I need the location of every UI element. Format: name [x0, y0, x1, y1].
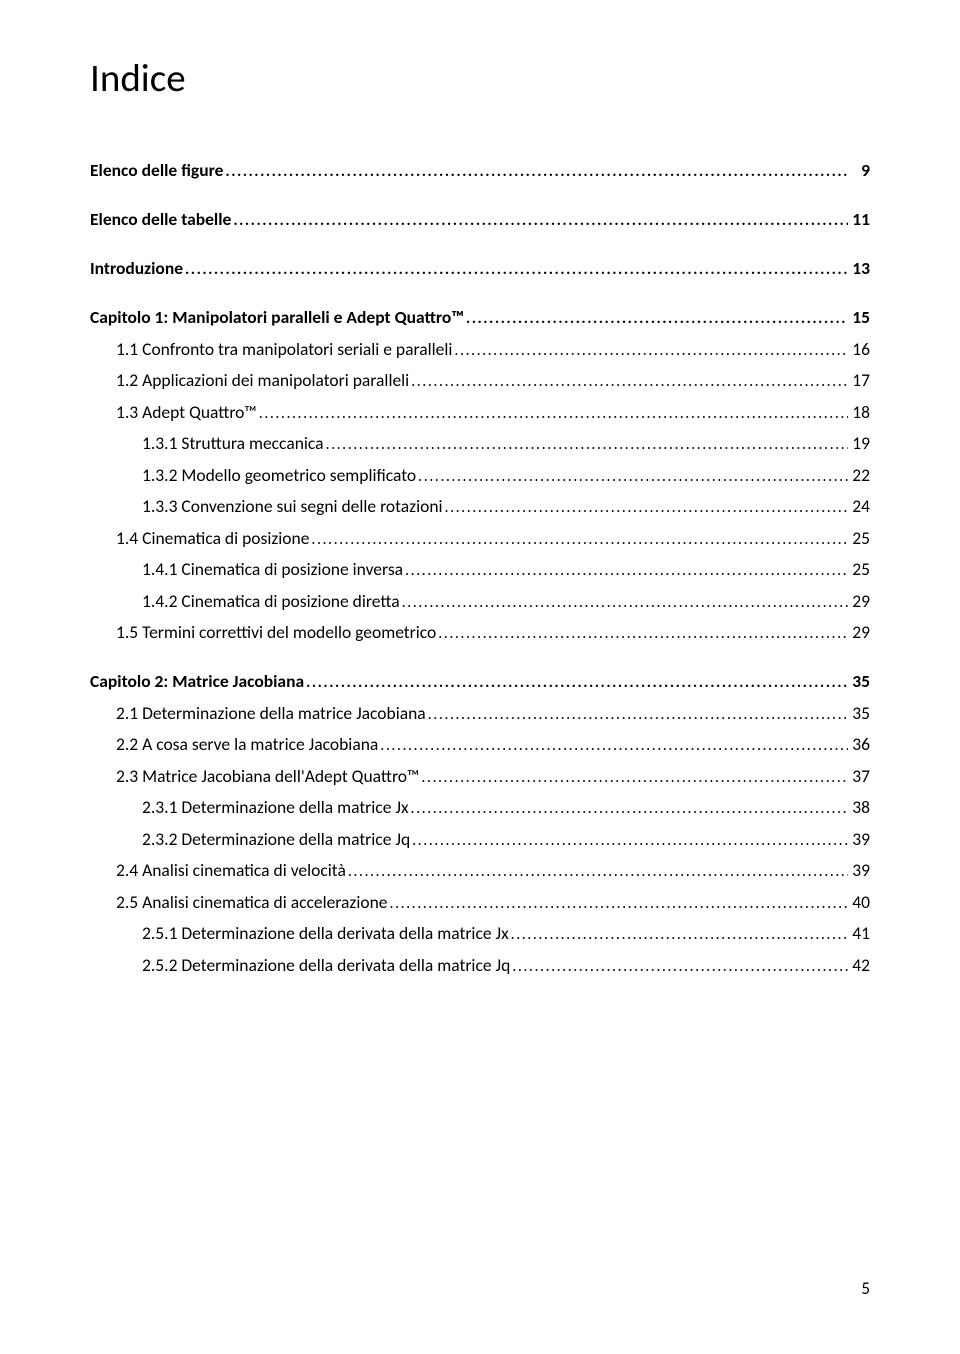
toc-entry-page: 19: [848, 430, 870, 456]
toc-dots: ........................................…: [257, 402, 848, 426]
toc-entry-page: 35: [848, 668, 870, 694]
toc-entry-page: 24: [848, 493, 870, 519]
toc-dots: ........................................…: [426, 703, 848, 727]
toc-entry-page: 39: [848, 857, 870, 883]
toc-entry-page: 42: [848, 952, 870, 978]
toc-entry: 2.1 Determinazione della matrice Jacobia…: [90, 700, 870, 727]
toc-entry-label: 1.4.1 Cinematica di posizione inversa: [142, 556, 403, 582]
toc-entry-page: 15: [848, 304, 870, 330]
toc-entry: 2.3.2 Determinazione della matrice Jq...…: [90, 826, 870, 853]
toc-dots: ........................................…: [304, 671, 848, 695]
toc-entry-label: 1.3.3 Convenzione sui segni delle rotazi…: [142, 493, 443, 519]
toc-entry-page: 18: [848, 399, 870, 425]
toc-dots: ........................................…: [324, 433, 848, 457]
toc-dots: ........................................…: [378, 734, 848, 758]
toc-entry-page: 13: [848, 255, 870, 281]
toc-entry: 1.3.3 Convenzione sui segni delle rotazi…: [90, 493, 870, 520]
toc-dots: ........................................…: [231, 209, 848, 233]
toc-entry-page: 38: [848, 794, 870, 820]
toc-entry: 1.1 Confronto tra manipolatori seriali e…: [90, 336, 870, 363]
toc-dots: ........................................…: [510, 955, 848, 979]
toc-dots: ........................................…: [183, 258, 848, 282]
toc-entry: Introduzione............................…: [90, 255, 870, 282]
toc-entry-label: 2.5 Analisi cinematica di accelerazione: [116, 889, 388, 915]
toc-dots: ........................................…: [409, 370, 848, 394]
toc-entry-label: Capitolo 1: Manipolatori paralleli e Ade…: [90, 304, 464, 330]
page-number: 5: [861, 1278, 870, 1299]
toc-dots: ........................................…: [419, 766, 848, 790]
toc-entry-label: 2.3.2 Determinazione della matrice Jq: [142, 826, 410, 852]
toc-entry-label: Elenco delle figure: [90, 157, 223, 183]
toc-entry: 2.4 Analisi cinematica di velocità......…: [90, 857, 870, 884]
toc-dots: ........................................…: [416, 465, 848, 489]
toc-dots: ........................................…: [309, 528, 848, 552]
toc-entry-label: Capitolo 2: Matrice Jacobiana: [90, 668, 304, 694]
toc-entry-label: 2.1 Determinazione della matrice Jacobia…: [116, 700, 426, 726]
toc-entry-label: 1.4.2 Cinematica di posizione diretta: [142, 588, 400, 614]
toc-entry-label: Introduzione: [90, 255, 183, 281]
toc-entry-label: 2.2 A cosa serve la matrice Jacobiana: [116, 731, 378, 757]
toc-entry-page: 29: [848, 619, 870, 645]
toc-entry: 1.2 Applicazioni dei manipolatori parall…: [90, 367, 870, 394]
toc-dots: ........................................…: [388, 892, 849, 916]
toc-entry-label: 1.3.1 Struttura meccanica: [142, 430, 324, 456]
toc-entry-page: 17: [848, 367, 870, 393]
toc-dots: ........................................…: [436, 622, 848, 646]
toc-entry-page: 11: [848, 206, 870, 232]
toc-entry-label: Elenco delle tabelle: [90, 206, 231, 232]
toc-dots: ........................................…: [464, 307, 848, 331]
toc-entry-label: 2.3 Matrice Jacobiana dell'Adept Quattro…: [116, 763, 419, 789]
toc-entry: 2.5 Analisi cinematica di accelerazione.…: [90, 889, 870, 916]
toc-entry: 1.4.2 Cinematica di posizione diretta...…: [90, 588, 870, 615]
toc-entry-label: 2.3.1 Determinazione della matrice Jx: [142, 794, 409, 820]
toc-entry-page: 41: [848, 920, 870, 946]
toc-entry-label: 1.1 Confronto tra manipolatori seriali e…: [116, 336, 452, 362]
toc-entry: 2.5.2 Determinazione della derivata dell…: [90, 952, 870, 979]
toc-entry-page: 25: [848, 556, 870, 582]
toc-entry: 2.3.1 Determinazione della matrice Jx...…: [90, 794, 870, 821]
toc-entry-page: 35: [848, 700, 870, 726]
toc-entry-label: 1.2 Applicazioni dei manipolatori parall…: [116, 367, 409, 393]
toc-entry: 2.5.1 Determinazione della derivata dell…: [90, 920, 870, 947]
toc-dots: ........................................…: [409, 797, 848, 821]
toc-entry: Capitolo 2: Matrice Jacobiana...........…: [90, 668, 870, 695]
toc-entry-page: 37: [848, 763, 870, 789]
toc-container: Elenco delle figure.....................…: [90, 157, 870, 979]
toc-entry: Elenco delle tabelle....................…: [90, 206, 870, 233]
toc-dots: ........................................…: [403, 559, 848, 583]
toc-entry-label: 2.5.2 Determinazione della derivata dell…: [142, 952, 510, 978]
toc-dots: ........................................…: [223, 160, 848, 184]
toc-entry: 2.2 A cosa serve la matrice Jacobiana...…: [90, 731, 870, 758]
toc-title: Indice: [90, 55, 870, 102]
toc-entry-label: 1.5 Termini correttivi del modello geome…: [116, 619, 436, 645]
toc-entry: 1.4 Cinematica di posizione.............…: [90, 525, 870, 552]
toc-entry-page: 22: [848, 462, 870, 488]
toc-entry-page: 16: [848, 336, 870, 362]
toc-dots: ........................................…: [509, 923, 848, 947]
toc-entry: 1.3.1 Struttura meccanica...............…: [90, 430, 870, 457]
toc-entry-label: 2.5.1 Determinazione della derivata dell…: [142, 920, 509, 946]
toc-entry: 1.3.2 Modello geometrico semplificato...…: [90, 462, 870, 489]
toc-dots: ........................................…: [452, 339, 848, 363]
toc-entry: 1.5 Termini correttivi del modello geome…: [90, 619, 870, 646]
toc-dots: ........................................…: [443, 496, 848, 520]
toc-entry-label: 1.3 Adept Quattro™: [116, 399, 257, 425]
toc-entry: 2.3 Matrice Jacobiana dell'Adept Quattro…: [90, 763, 870, 790]
toc-entry-page: 25: [848, 525, 870, 551]
toc-dots: ........................................…: [410, 829, 848, 853]
toc-entry-page: 29: [848, 588, 870, 614]
toc-dots: ........................................…: [400, 591, 848, 615]
toc-entry-label: 1.3.2 Modello geometrico semplificato: [142, 462, 416, 488]
toc-entry-page: 9: [848, 157, 870, 183]
toc-entry-page: 39: [848, 826, 870, 852]
toc-entry: 1.3 Adept Quattro™......................…: [90, 399, 870, 426]
toc-entry: Elenco delle figure.....................…: [90, 157, 870, 184]
toc-entry: Capitolo 1: Manipolatori paralleli e Ade…: [90, 304, 870, 331]
toc-dots: ........................................…: [346, 860, 848, 884]
toc-entry-label: 1.4 Cinematica di posizione: [116, 525, 309, 551]
toc-entry-label: 2.4 Analisi cinematica di velocità: [116, 857, 346, 883]
toc-entry-page: 36: [848, 731, 870, 757]
toc-entry-page: 40: [848, 889, 870, 915]
toc-entry: 1.4.1 Cinematica di posizione inversa...…: [90, 556, 870, 583]
